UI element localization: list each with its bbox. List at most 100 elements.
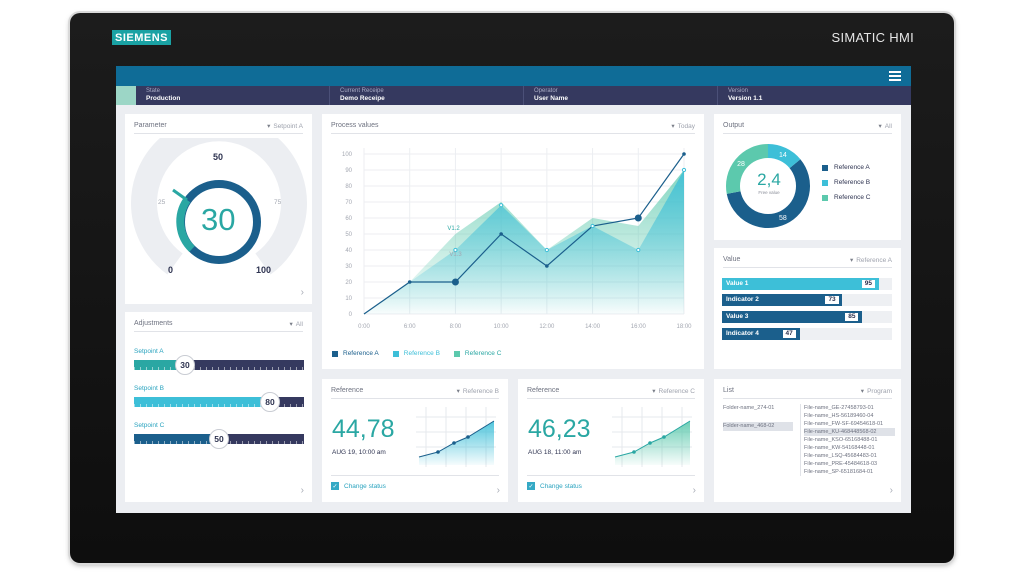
status-state: State Production xyxy=(136,86,330,105)
y-tick-label: 20 xyxy=(345,280,352,286)
data-point[interactable] xyxy=(407,280,412,284)
file-item[interactable]: File-name_HS-56189460-04 xyxy=(804,413,874,419)
legend-swatch xyxy=(822,179,828,186)
file-item[interactable]: File-name_GE-27458793-01 xyxy=(804,405,874,411)
folder-item-selected[interactable]: Folder-name_468-02 xyxy=(723,422,793,431)
list-panel: List Program Folder-name_274-01 Folder-n… xyxy=(714,379,901,502)
setpoint-c-label: Setpoint C xyxy=(134,422,165,429)
data-point[interactable] xyxy=(681,167,687,173)
legend-swatch xyxy=(332,350,338,357)
slider-handle[interactable]: 50 xyxy=(209,429,229,449)
value-panel: Value Reference A Value 195 Indicator 27… xyxy=(714,248,901,369)
chevron-right-icon[interactable]: › xyxy=(692,485,696,496)
x-tick-label: 6:00 xyxy=(404,324,416,330)
chevron-right-icon[interactable]: › xyxy=(300,287,304,298)
device-model: SIMATIC HMI xyxy=(831,30,914,45)
filter-dropdown[interactable]: All xyxy=(879,122,892,130)
value-bar-number: 95 xyxy=(861,280,875,288)
folder-item[interactable]: Folder-name_274-01 xyxy=(723,405,775,411)
value-bar: Value 1 95 xyxy=(722,278,879,290)
sparkline-point xyxy=(632,450,636,454)
chevron-right-icon[interactable]: › xyxy=(300,485,304,496)
hmi-screen: State Production Current Receipe Demo Re… xyxy=(116,66,911,513)
donut-slice-label: 14 xyxy=(779,152,787,159)
sparkline-point xyxy=(662,435,666,439)
folder-list: Folder-name_274-01 Folder-name_468-02 xyxy=(723,404,793,431)
data-point[interactable] xyxy=(499,203,504,208)
chevron-right-icon[interactable]: › xyxy=(496,485,500,496)
file-item[interactable]: File-name_KW-54168448-01 xyxy=(804,445,875,451)
data-point[interactable] xyxy=(544,247,549,253)
filter-dropdown[interactable]: Today xyxy=(671,122,695,130)
reference-c-sparkline xyxy=(612,407,692,467)
hamburger-menu-icon[interactable] xyxy=(889,71,901,81)
setpoint-a-slider[interactable]: 30 xyxy=(134,355,304,375)
data-point[interactable] xyxy=(451,278,459,286)
gauge-label-max: 100 xyxy=(256,265,272,275)
filter-dropdown[interactable]: Reference C xyxy=(652,387,696,395)
reference-b-panel: Reference Reference B 44,78 AUG 19, 10:0… xyxy=(322,379,508,502)
gauge-track xyxy=(131,138,307,275)
y-tick-label: 70 xyxy=(345,200,352,206)
parameter-gauge[interactable] xyxy=(125,138,312,288)
y-tick-label: 0 xyxy=(349,312,353,318)
data-point[interactable] xyxy=(682,152,686,156)
filter-dropdown[interactable]: Reference A xyxy=(850,256,892,264)
annotation-label: V1.2 xyxy=(447,226,460,232)
gauge-label-mid: 50 xyxy=(213,152,224,162)
setpoint-c-slider[interactable]: 50 xyxy=(134,429,304,449)
brand-logo: SIEMENS xyxy=(112,30,171,45)
gauge-label-min: 0 xyxy=(168,265,174,275)
hmi-device: SIEMENS SIMATIC HMI State Production Cur… xyxy=(70,13,954,563)
filter-dropdown[interactable]: All xyxy=(290,320,303,328)
data-point[interactable] xyxy=(636,247,641,253)
value-bar: Indicator 4 47 xyxy=(722,328,800,340)
change-status-checkbox[interactable]: ✓ Change status xyxy=(331,482,386,490)
x-tick-label: 12:00 xyxy=(539,324,555,330)
annotation-label: V1.3 xyxy=(449,252,462,258)
file-item[interactable]: File-name_KSO-65168488-01 xyxy=(804,437,878,443)
sparkline-area xyxy=(419,421,494,465)
data-point[interactable] xyxy=(634,214,642,222)
file-item[interactable]: File-name_SP-65181684-01 xyxy=(804,469,874,475)
data-point[interactable] xyxy=(453,247,458,253)
panel-title: Reference xyxy=(527,387,560,394)
top-bar xyxy=(116,66,911,86)
file-item[interactable]: File-name_FW-SF-69454618-01 xyxy=(804,421,884,427)
chevron-right-icon[interactable]: › xyxy=(889,485,893,496)
value-bar-row: Value 1 95 xyxy=(722,278,892,290)
file-item[interactable]: File-name_PRE-45484618-03 xyxy=(804,461,878,467)
filter-dropdown[interactable]: Reference B xyxy=(457,387,499,395)
sparkline-point xyxy=(436,450,440,454)
slider-handle[interactable]: 30 xyxy=(175,355,195,375)
legend-item: Reference A xyxy=(822,164,871,171)
y-tick-label: 10 xyxy=(345,296,352,302)
panel-title: Value xyxy=(723,256,741,263)
change-status-checkbox[interactable]: ✓ Change status xyxy=(527,482,582,490)
file-item-selected[interactable]: File-name_KU-468448568-02 xyxy=(804,428,895,436)
series-area-reference-b xyxy=(364,170,684,314)
status-receipe: Current Receipe Demo Receipe xyxy=(330,86,524,105)
checkmark-icon: ✓ xyxy=(331,482,339,490)
filter-dropdown[interactable]: Setpoint A xyxy=(267,122,303,130)
donut-slice xyxy=(726,144,769,194)
sparkline-point xyxy=(466,435,470,439)
setpoint-b-slider[interactable]: 80 xyxy=(134,392,304,412)
reference-value: 46,23 xyxy=(528,415,591,443)
setpoint-b-label: Setpoint B xyxy=(134,385,164,392)
panel-title: Output xyxy=(723,122,745,129)
file-item[interactable]: File-name_LSQ-45684483-01 xyxy=(804,453,877,459)
data-point[interactable] xyxy=(499,232,503,236)
data-point[interactable] xyxy=(545,264,549,268)
process-values-chart: 0 10 20 30 40 50 60 70 80 90 100 0:00 6:00 8:00 10:00 1… xyxy=(342,148,692,330)
legend-swatch xyxy=(392,350,399,357)
x-tick-label: 18:00 xyxy=(676,324,692,330)
filter-dropdown[interactable]: Program xyxy=(861,387,892,395)
data-point[interactable] xyxy=(590,223,595,229)
slider-handle[interactable]: 80 xyxy=(260,392,280,412)
process-values-panel: Process values Today 0 10 20 30 40 50 60 70 80 90… xyxy=(322,114,704,369)
output-donut-chart: 58 28 14 xyxy=(726,144,810,228)
legend-item: Reference C xyxy=(453,350,501,357)
gauge-label-q3: 75 xyxy=(274,199,282,206)
y-tick-label: 80 xyxy=(345,184,352,190)
